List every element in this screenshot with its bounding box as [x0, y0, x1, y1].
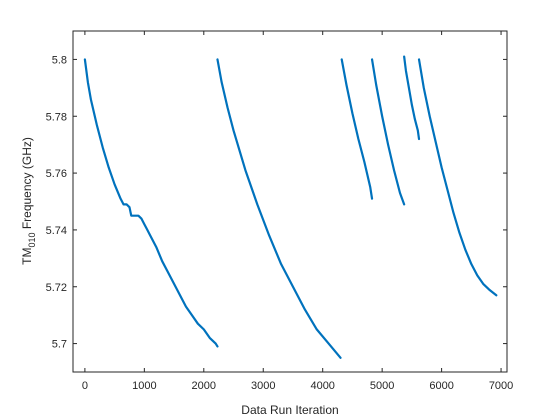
x-tick-label: 4000 — [310, 380, 334, 392]
series-line-4 — [370, 58, 406, 206]
plot-area — [73, 31, 507, 372]
series-line-5 — [403, 55, 421, 141]
series-line-3 — [340, 58, 374, 200]
y-tick-label: 5.74 — [46, 225, 67, 237]
x-tick-label: 2000 — [192, 380, 216, 392]
y-axis-label: TM010 Frequency (GHz) — [20, 137, 37, 265]
x-axis-label: Data Run Iteration — [241, 403, 338, 417]
tick-layer: 0 1000 2000 3000 4000 5000 6000 7000 5.7 5.72 5.74… — [46, 31, 513, 392]
y-tick-label: 5.72 — [46, 282, 67, 294]
y-tick-label: 5.76 — [46, 168, 67, 180]
y-axis-label-rest: Frequency (GHz) — [20, 137, 34, 232]
y-tick-label: 5.7 — [52, 339, 67, 351]
series-line-1 — [83, 58, 219, 348]
y-axis-label-main: TM — [20, 248, 34, 265]
series-line-2 — [216, 58, 342, 359]
x-tick-label: 5000 — [370, 380, 394, 392]
x-tick-label: 0 — [82, 380, 88, 392]
y-tick-label: 5.78 — [46, 111, 67, 123]
x-tick-label: 1000 — [132, 380, 156, 392]
x-tick-label: 6000 — [429, 380, 453, 392]
y-axis-label-subscript: 010 — [27, 233, 37, 248]
x-tick-label: 7000 — [489, 380, 513, 392]
x-tick-label: 3000 — [251, 380, 275, 392]
series-line-6 — [417, 58, 498, 297]
series-layer — [83, 55, 498, 359]
plot-box — [72, 30, 508, 373]
y-tick-label: 5.8 — [52, 54, 67, 66]
